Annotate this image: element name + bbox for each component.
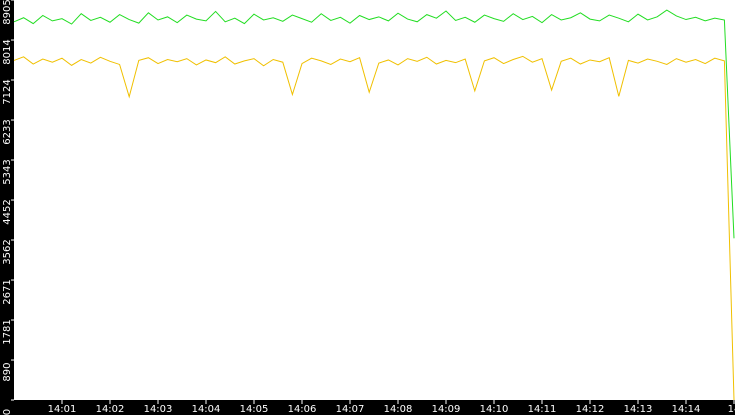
- y-tick-label: 3562: [2, 239, 13, 264]
- x-tick-label: 14:03: [144, 404, 173, 415]
- y-tick-label: 8014: [2, 39, 13, 64]
- x-tick-label: 14:10: [480, 404, 509, 415]
- x-tick-label: 14:06: [288, 404, 317, 415]
- x-tick-label: 14:11: [528, 404, 557, 415]
- y-tick-label: 8905: [2, 0, 13, 25]
- y-tick-label: 2671: [2, 279, 13, 304]
- y-tick-label: 1781: [2, 319, 13, 344]
- y-tick-label: 890: [2, 362, 13, 381]
- x-tick-label: 14: [728, 404, 735, 415]
- x-tick-label: 14:02: [96, 404, 125, 415]
- y-tick-label: 5343: [2, 159, 13, 184]
- series-line: [13, 55, 735, 401]
- x-tick-label: 14:07: [336, 404, 365, 415]
- y-tick-label: 6233: [2, 119, 13, 144]
- x-tick-label: 14:05: [240, 404, 269, 415]
- x-tick-label: 14:13: [624, 404, 653, 415]
- y-axis-strip: [0, 0, 14, 415]
- x-tick-label: 14:14: [672, 404, 701, 415]
- y-tick-label: 4452: [2, 199, 13, 224]
- series-line: [13, 9, 735, 239]
- x-tick-label: 14:04: [192, 404, 221, 415]
- x-tick-label: 14:08: [384, 404, 413, 415]
- y-tick-label: 7124: [2, 79, 13, 104]
- x-tick-label: 14:01: [48, 404, 77, 415]
- x-tick-label: 14:09: [432, 404, 461, 415]
- x-axis-strip: [0, 400, 735, 415]
- y-tick-label: 0: [2, 409, 13, 415]
- x-tick-label: 14:12: [576, 404, 605, 415]
